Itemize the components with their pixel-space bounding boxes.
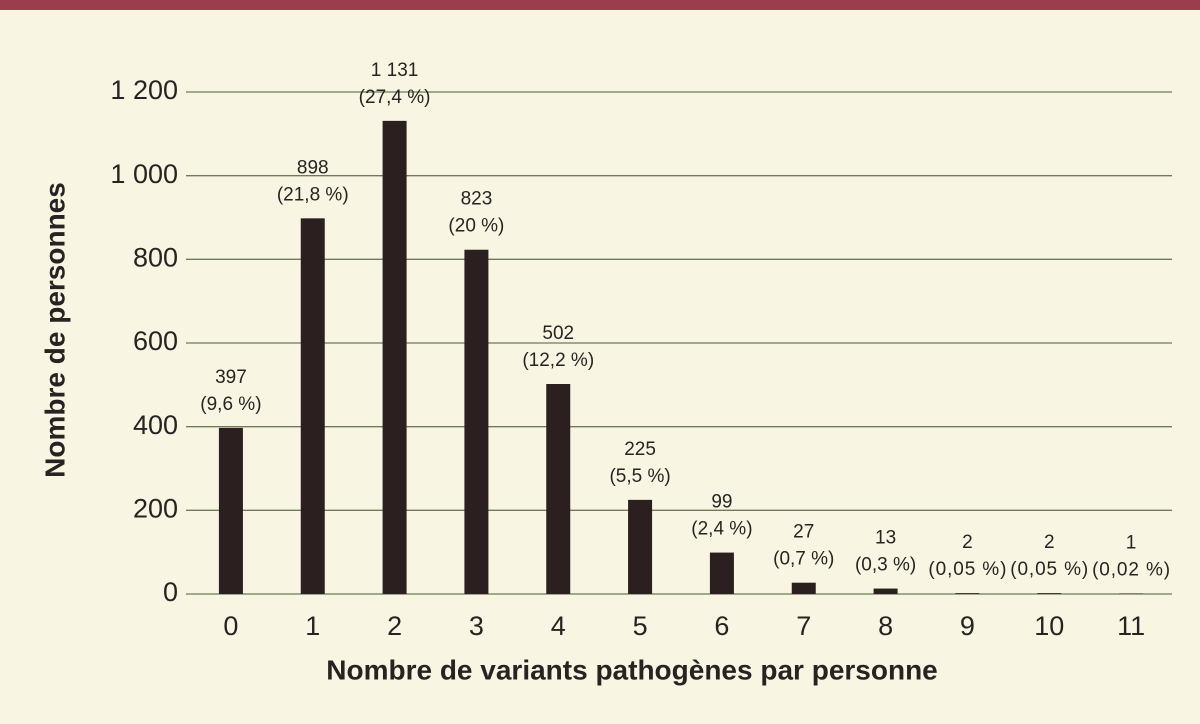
value-label: 13 (875, 528, 896, 549)
value-label: 397 (215, 367, 247, 388)
percent-label: (21,8 %) (277, 184, 349, 205)
percent-label: (5,5 %) (609, 466, 670, 487)
x-tick-label: 11 (1117, 611, 1145, 641)
value-label: 2 (962, 532, 973, 553)
y-tick-label: 600 (133, 326, 178, 356)
value-label: 898 (297, 157, 329, 178)
bar (955, 593, 980, 594)
y-tick-label: 1 000 (110, 159, 178, 189)
y-tick-label: 200 (133, 493, 178, 523)
bar (709, 552, 734, 594)
x-tick-label: 3 (469, 611, 484, 641)
bar (218, 427, 243, 594)
x-tick-label: 5 (633, 611, 648, 641)
percent-label: (0,02 %) (1092, 560, 1170, 581)
value-label: 225 (624, 439, 656, 460)
y-axis-title: Nombre de personnes (39, 182, 70, 478)
percent-label: (0,05 %) (1010, 559, 1088, 580)
x-tick-label: 10 (1034, 611, 1064, 641)
bar (382, 120, 407, 595)
bar (300, 218, 325, 594)
bar (464, 249, 489, 594)
percent-label: (2,4 %) (691, 519, 752, 540)
y-tick-label: 0 (163, 577, 178, 607)
value-label: 823 (461, 189, 493, 210)
bar (791, 582, 816, 594)
value-label: 27 (793, 522, 814, 543)
y-tick-label: 1 200 (110, 75, 178, 105)
value-label: 1 131 (371, 60, 419, 81)
x-tick-label: 9 (960, 611, 975, 641)
percent-label: (12,2 %) (522, 350, 594, 371)
x-axis-title: Nombre de variants pathogènes par person… (326, 654, 938, 685)
percent-label: (27,4 %) (359, 87, 431, 108)
value-label: 1 (1126, 533, 1137, 554)
bar (873, 588, 898, 594)
percent-label: (0,3 %) (855, 555, 916, 576)
x-tick-label: 6 (714, 611, 729, 641)
bar (1037, 593, 1062, 594)
bar (628, 499, 653, 594)
value-label: 502 (542, 323, 574, 344)
value-label: 99 (711, 492, 732, 513)
x-tick-label: 0 (223, 611, 238, 641)
bar (546, 383, 571, 594)
percent-label: (20 %) (448, 216, 504, 237)
percent-label: (0,05 %) (928, 559, 1006, 580)
value-label: 2 (1044, 532, 1055, 553)
top-border (0, 0, 1200, 10)
x-tick-label: 2 (387, 611, 402, 641)
y-tick-label: 400 (133, 410, 178, 440)
percent-label: (9,6 %) (200, 394, 261, 415)
x-tick-label: 7 (796, 611, 811, 641)
y-tick-label: 800 (133, 242, 178, 272)
x-tick-label: 1 (305, 611, 320, 641)
percent-label: (0,7 %) (773, 549, 834, 570)
x-tick-label: 8 (878, 611, 893, 641)
x-tick-label: 4 (551, 611, 566, 641)
